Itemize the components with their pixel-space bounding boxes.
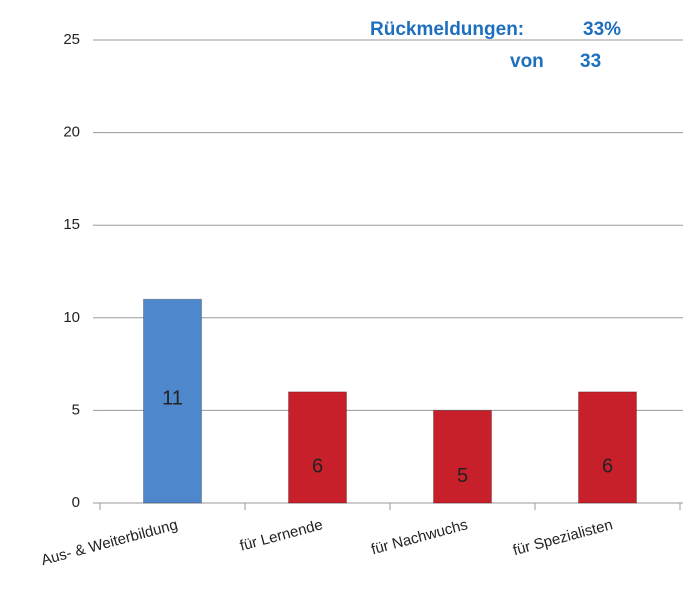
x-tick-label: Aus- & Weiterbildung [39,516,179,569]
x-tick-label: für Lernende [238,516,325,554]
annotation: Rückmeldungen: [370,19,524,40]
data-label: 5 [457,465,468,487]
x-tick-label: für Spezialisten [511,516,614,559]
annotation: 33 [580,51,601,72]
data-label: 6 [312,456,323,478]
data-label: 11 [162,388,183,410]
y-tick-label: 0 [72,494,80,511]
y-tick-label: 15 [63,216,80,233]
bar [578,391,637,504]
y-tick-label: 5 [72,401,80,418]
data-label: 6 [602,456,613,478]
bar [433,409,492,504]
y-tick-label: 25 [63,31,80,48]
annotation: von [510,51,544,72]
y-tick-label: 20 [63,124,80,141]
annotation: 33% [583,19,621,40]
y-tick-label: 10 [63,309,80,326]
bar [143,298,202,504]
x-tick-label: für Nachwuchs [369,516,469,558]
bar [288,391,347,504]
